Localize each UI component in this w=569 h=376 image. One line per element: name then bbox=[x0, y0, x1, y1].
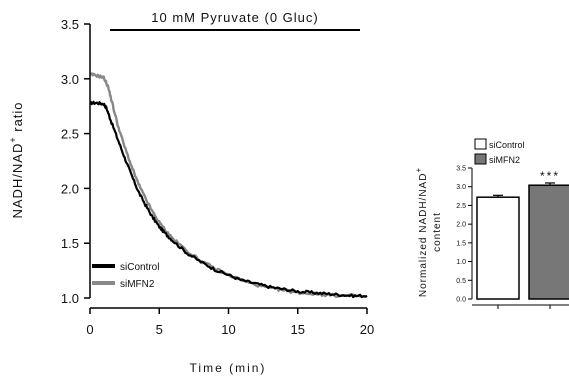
bar-legend-swatch-simfn2 bbox=[474, 153, 487, 165]
bar-y-tick-label: 1.0 bbox=[456, 259, 466, 266]
x-tick-label: 5 bbox=[156, 322, 163, 337]
y-tick-label: 2.5 bbox=[61, 127, 79, 142]
y-tick-label: 1.5 bbox=[61, 236, 79, 251]
x-ticks: 0 5 10 15 20 bbox=[86, 308, 374, 337]
x-tick-label: 0 bbox=[86, 322, 93, 337]
bar-legend: siControl siMFN2 bbox=[474, 138, 525, 165]
y-axis-label-sup: + bbox=[8, 136, 18, 142]
y-tick-label: 3.5 bbox=[61, 17, 79, 32]
x-tick-label: 10 bbox=[221, 322, 235, 337]
bar-y-tick-label: 0.5 bbox=[456, 278, 466, 285]
bar-simfn2 bbox=[528, 184, 569, 300]
legend-label-simfn2: siMFN2 bbox=[120, 279, 155, 290]
y-axis-label: NADH/NAD+ ratio bbox=[8, 101, 25, 218]
bar-y-axis-label-main: Normalized NADH/NAD bbox=[418, 173, 429, 298]
line-chart: 10 mM Pyruvate (0 Gluc) 1.0 1.5 2.0 2.5 3.0 3… bbox=[8, 10, 374, 375]
bar-y-axis-label-line2: content bbox=[432, 212, 443, 252]
bar-sicontrol bbox=[476, 196, 520, 300]
bar-y-tick-label: 0.0 bbox=[456, 297, 466, 304]
bar-y-ticks: 0.0 0.5 1.0 1.5 2.0 2.5 3.0 3.5 bbox=[456, 166, 472, 304]
y-tick-label: 3.0 bbox=[61, 72, 79, 87]
y-axis-label-tail: ratio bbox=[10, 101, 25, 136]
bar-chart: Normalized NADH/NAD+ content 0.0 0.5 1.0 1.… bbox=[414, 138, 569, 309]
significance-marker: *** bbox=[540, 169, 560, 183]
bar-y-tick-label: 3.5 bbox=[456, 166, 466, 173]
bar-y-tick-label: 1.5 bbox=[456, 240, 466, 247]
bar-y-tick-label: 2.0 bbox=[456, 222, 466, 229]
x-tick-label: 15 bbox=[291, 322, 305, 337]
series-line-sicontrol bbox=[89, 100, 368, 299]
legend: siControl siMFN2 bbox=[92, 262, 159, 290]
bar-y-axis-label: Normalized NADH/NAD+ bbox=[414, 167, 429, 297]
x-tick-label: 20 bbox=[360, 322, 374, 337]
y-axis-label-main: NADH/NAD bbox=[10, 143, 25, 219]
bar-marks: *** bbox=[476, 169, 569, 309]
y-tick-label: 2.0 bbox=[61, 181, 79, 196]
bar-legend-swatch-sicontrol bbox=[474, 138, 487, 150]
bar-y-tick-label: 2.5 bbox=[456, 203, 466, 210]
annotation-text: 10 mM Pyruvate (0 Gluc) bbox=[151, 10, 319, 25]
bar-y-tick-label: 3.0 bbox=[456, 184, 466, 191]
y-tick-label: 1.0 bbox=[61, 291, 79, 306]
bar-y-axis-label-sup: + bbox=[414, 167, 423, 173]
bar-legend-label-simfn2: siMFN2 bbox=[489, 155, 520, 165]
x-axis-label: Time (min) bbox=[190, 361, 267, 375]
legend-label-sicontrol: siControl bbox=[120, 262, 159, 273]
bar-legend-label-sicontrol: siControl bbox=[489, 140, 525, 150]
y-ticks: 1.0 1.5 2.0 2.5 3.0 3.5 bbox=[61, 17, 90, 306]
line-series-group bbox=[89, 72, 368, 299]
